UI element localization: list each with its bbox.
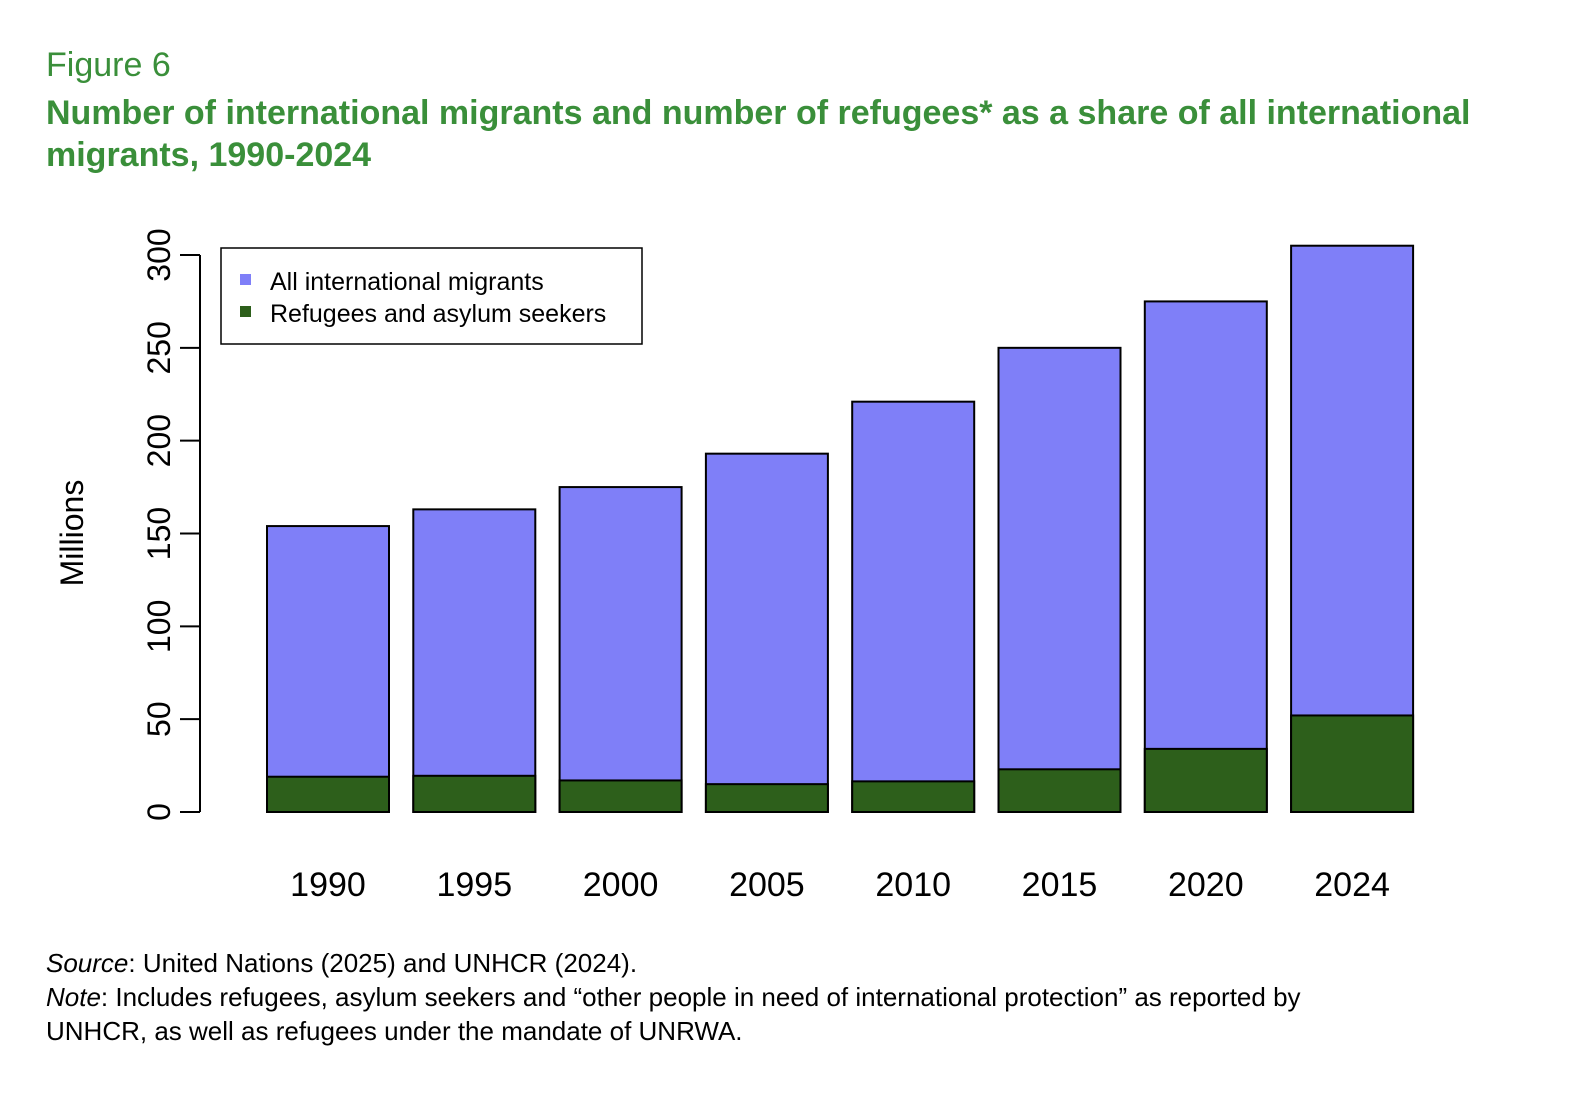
source-label: Source — [46, 948, 129, 978]
figure-title: Number of international migrants and num… — [46, 94, 1471, 174]
bar-migrants-2000 — [558, 486, 683, 813]
bar-migrants-2010 — [851, 400, 976, 813]
figure-label: Figure 6 — [46, 46, 171, 84]
source-note: Source: United Nations (2025) and UNHCR … — [46, 948, 637, 979]
legend-label-refugees: Refugees and asylum seekers — [270, 300, 606, 328]
x-tick-label-1995: 1995 — [436, 866, 512, 904]
y-tick-label-300: 300 — [141, 228, 177, 281]
bar-refugees-1990 — [266, 775, 390, 813]
bar-migrants-2015 — [997, 346, 1122, 813]
note-line-2: UNHCR, as well as refugees under the man… — [46, 1016, 743, 1047]
x-tick-label-2000: 2000 — [583, 866, 659, 904]
bar-migrants-1990 — [266, 525, 390, 813]
legend-swatch-migrants — [240, 274, 251, 285]
bar-refugees-2024 — [1290, 714, 1415, 813]
y-tick-label-250: 250 — [141, 321, 177, 374]
note-text-1: : Includes refugees, asylum seekers and … — [100, 982, 1301, 1012]
x-tick-label-2010: 2010 — [875, 866, 951, 904]
note-label: Note — [46, 982, 101, 1012]
y-tick-label-50: 50 — [141, 701, 177, 737]
x-tick-label-2005: 2005 — [729, 866, 805, 904]
bars-group — [266, 244, 1415, 814]
bar-refugees-2005 — [704, 783, 829, 814]
y-axis: 0 50 100 150 200 250 300 — [141, 228, 201, 821]
note-line-1: Note: Includes refugees, asylum seekers … — [46, 982, 1301, 1013]
bar-migrants-1995 — [412, 508, 537, 813]
legend-swatch-refugees — [240, 306, 251, 317]
x-tick-label-2020: 2020 — [1168, 866, 1244, 904]
x-tick-label-1990: 1990 — [290, 866, 366, 904]
note-text-2: UNHCR, as well as refugees under the man… — [46, 1016, 743, 1046]
legend-box — [220, 247, 643, 345]
x-tick-label-2024: 2024 — [1314, 866, 1390, 904]
legend: All international migrants Refugees and … — [220, 247, 643, 345]
bar-chart: 0 50 100 150 200 250 300 1990 1995 2000 2005 2010 2… — [54, 228, 1415, 904]
x-axis-labels: 1990 1995 2000 2005 2010 2015 2020 2024 — [290, 866, 1390, 904]
bar-refugees-2020 — [1143, 747, 1268, 814]
y-tick-label-200: 200 — [141, 414, 177, 467]
bar-refugees-2010 — [851, 780, 976, 813]
y-axis-label: Millions — [54, 480, 90, 587]
bar-migrants-2005 — [704, 452, 829, 813]
bar-refugees-2000 — [558, 779, 683, 813]
y-tick-label-0: 0 — [141, 803, 177, 821]
source-text: : United Nations (2025) and UNHCR (2024)… — [128, 948, 638, 978]
bar-refugees-1995 — [412, 774, 537, 813]
bar-refugees-2015 — [997, 768, 1122, 814]
y-tick-label-150: 150 — [141, 507, 177, 560]
bar-migrants-2020 — [1143, 300, 1268, 813]
legend-label-migrants: All international migrants — [270, 268, 544, 296]
y-tick-label-100: 100 — [141, 600, 177, 653]
x-tick-label-2015: 2015 — [1022, 866, 1098, 904]
